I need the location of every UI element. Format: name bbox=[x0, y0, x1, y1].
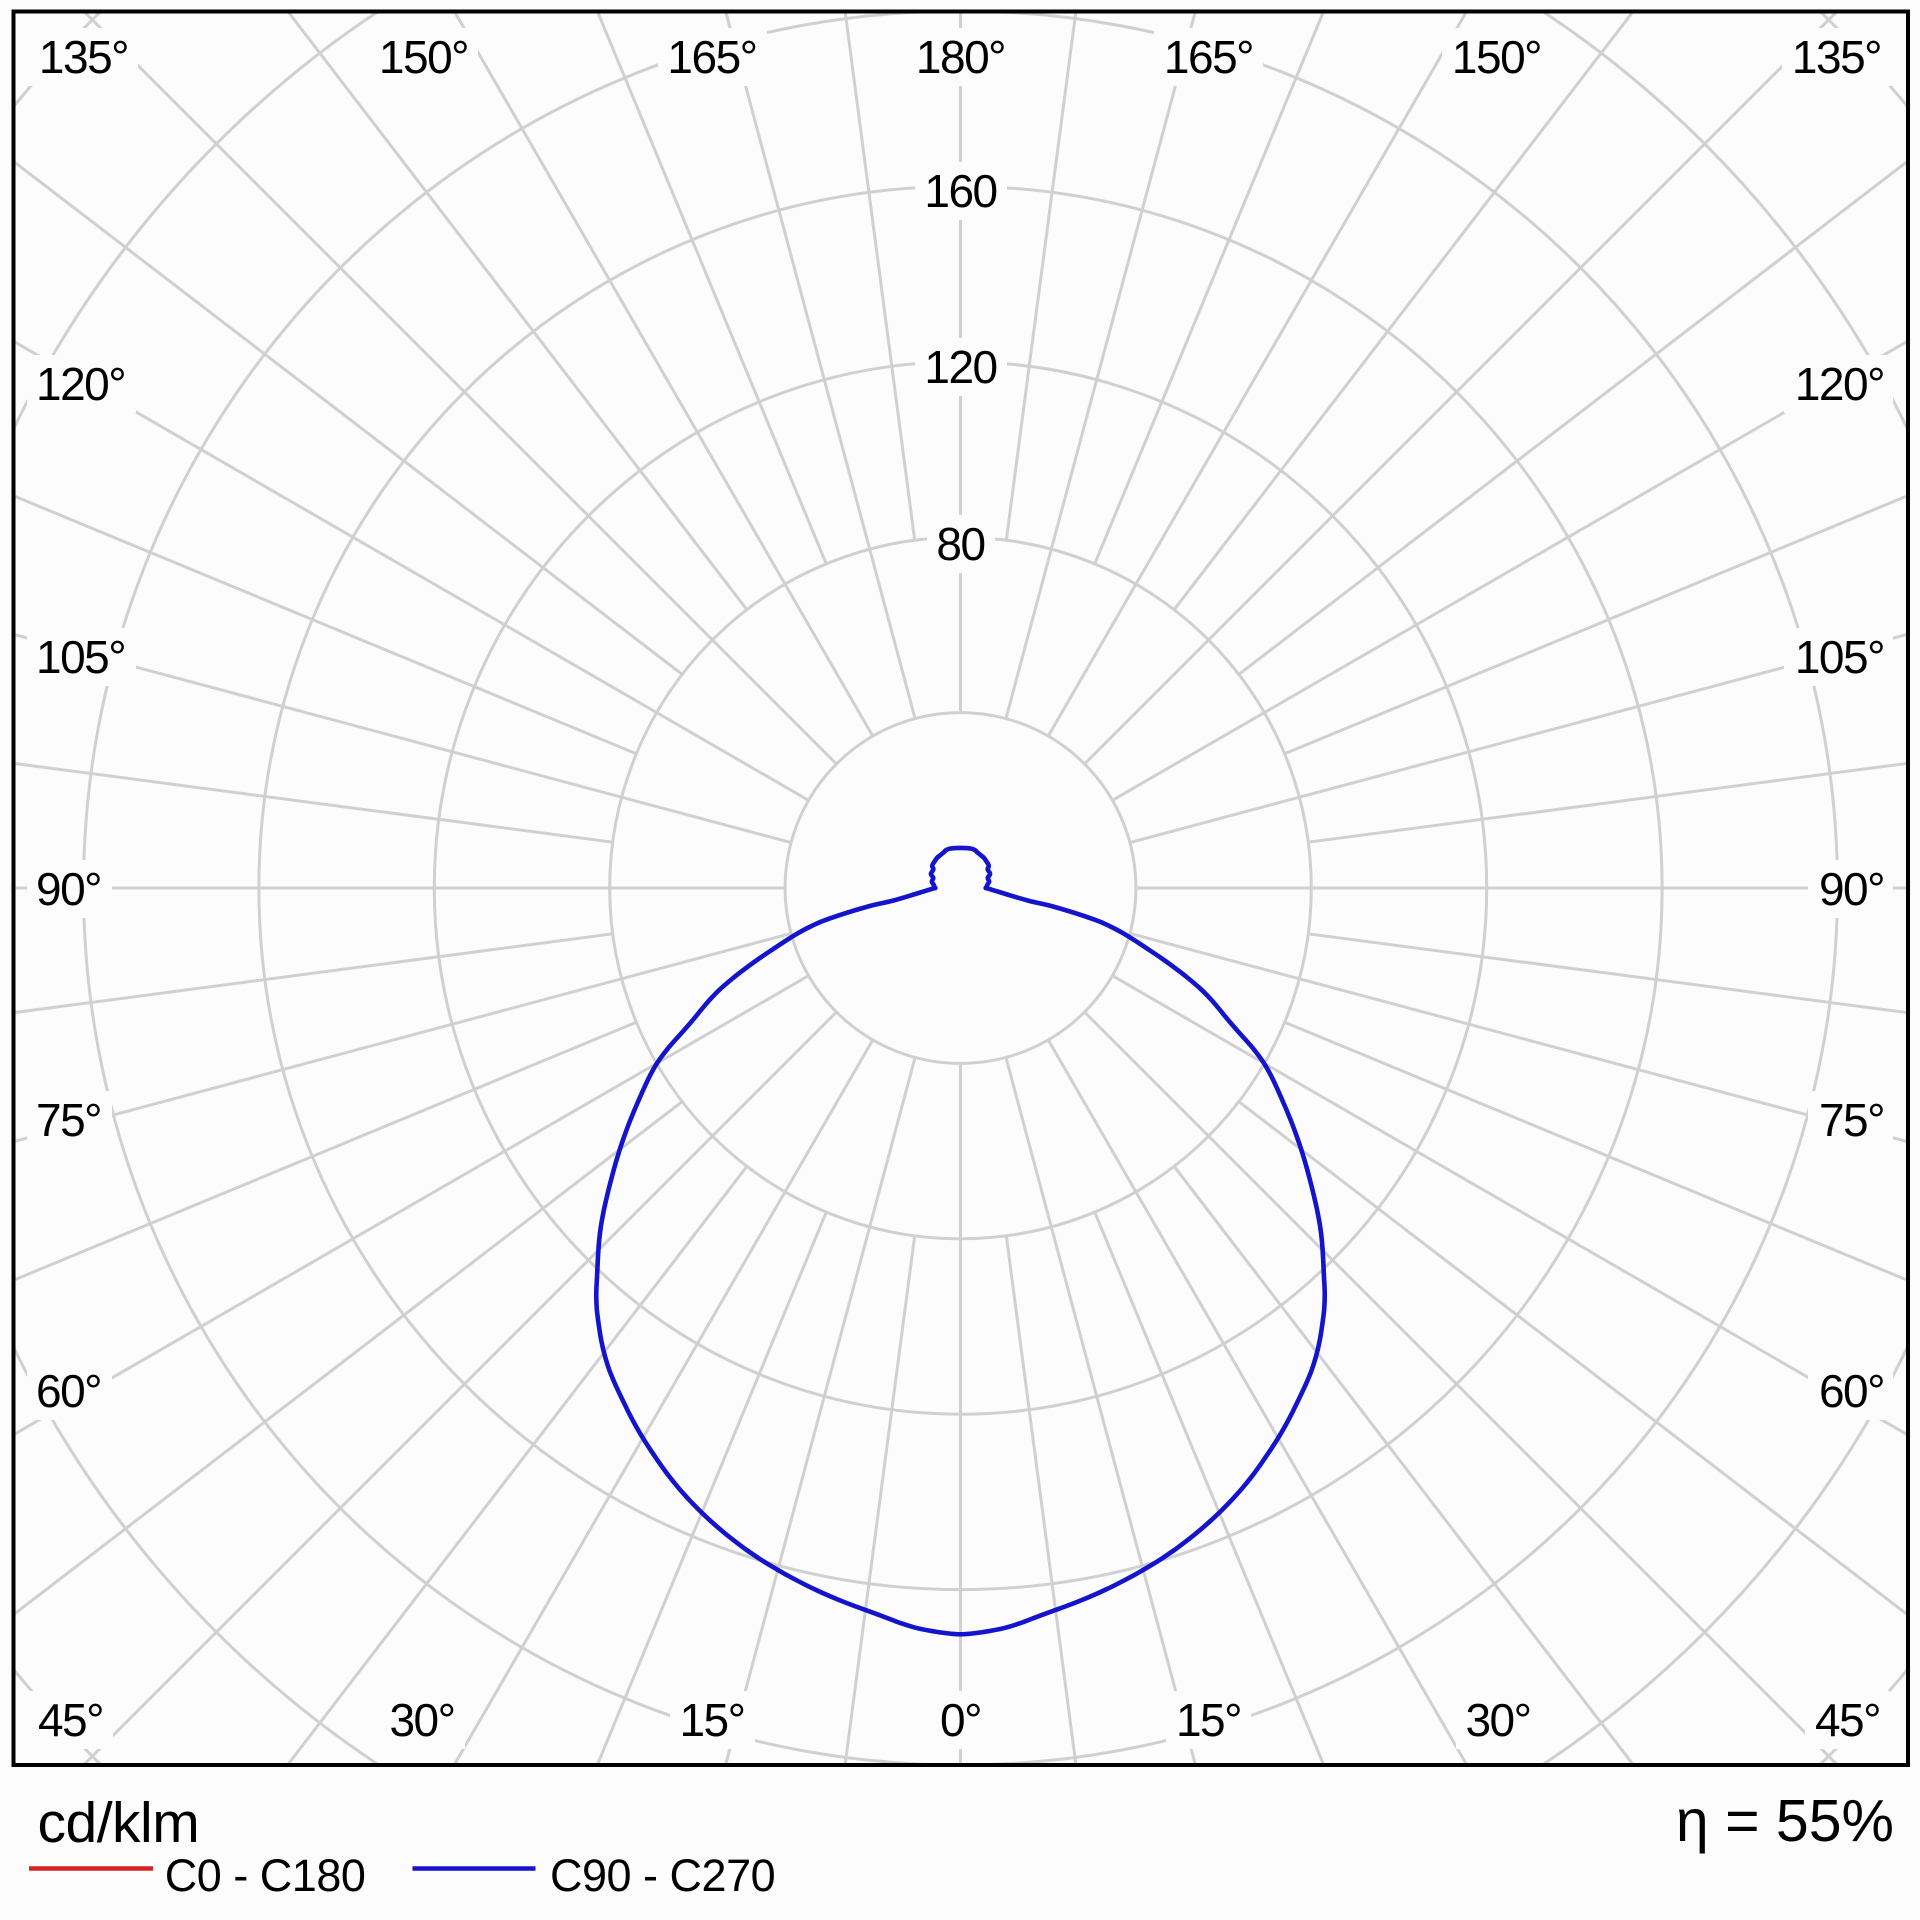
svg-text:η = 55%: η = 55% bbox=[1676, 1788, 1894, 1854]
svg-text:0°: 0° bbox=[940, 1694, 981, 1746]
svg-text:60°: 60° bbox=[36, 1365, 101, 1417]
svg-text:180°: 180° bbox=[916, 31, 1005, 83]
svg-text:135°: 135° bbox=[1792, 31, 1881, 83]
svg-text:30°: 30° bbox=[1465, 1694, 1530, 1746]
svg-text:150°: 150° bbox=[379, 31, 468, 83]
svg-text:165°: 165° bbox=[1164, 31, 1253, 83]
svg-text:150°: 150° bbox=[1452, 31, 1541, 83]
svg-text:90°: 90° bbox=[1819, 863, 1884, 915]
svg-text:160: 160 bbox=[924, 165, 996, 217]
svg-text:105°: 105° bbox=[1795, 631, 1884, 683]
svg-text:45°: 45° bbox=[38, 1694, 103, 1746]
svg-text:75°: 75° bbox=[36, 1094, 101, 1146]
svg-text:15°: 15° bbox=[1176, 1694, 1241, 1746]
svg-text:75°: 75° bbox=[1819, 1094, 1884, 1146]
svg-text:120°: 120° bbox=[1795, 358, 1884, 410]
svg-text:120: 120 bbox=[924, 341, 996, 393]
svg-text:C0 - C180: C0 - C180 bbox=[165, 1850, 366, 1901]
svg-text:30°: 30° bbox=[389, 1694, 454, 1746]
svg-text:105°: 105° bbox=[36, 631, 125, 683]
svg-text:45°: 45° bbox=[1815, 1694, 1880, 1746]
svg-text:90°: 90° bbox=[36, 863, 101, 915]
svg-text:15°: 15° bbox=[679, 1694, 744, 1746]
svg-text:80: 80 bbox=[936, 518, 984, 570]
svg-text:60°: 60° bbox=[1819, 1365, 1884, 1417]
svg-text:120°: 120° bbox=[36, 358, 125, 410]
svg-text:C90 - C270: C90 - C270 bbox=[550, 1850, 775, 1901]
svg-text:165°: 165° bbox=[667, 31, 756, 83]
svg-text:135°: 135° bbox=[39, 31, 128, 83]
svg-text:cd/klm: cd/klm bbox=[38, 1791, 200, 1855]
